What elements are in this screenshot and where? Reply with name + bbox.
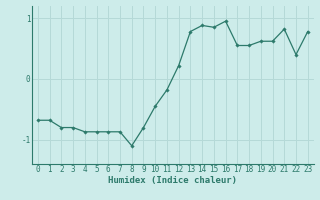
X-axis label: Humidex (Indice chaleur): Humidex (Indice chaleur) [108, 176, 237, 185]
